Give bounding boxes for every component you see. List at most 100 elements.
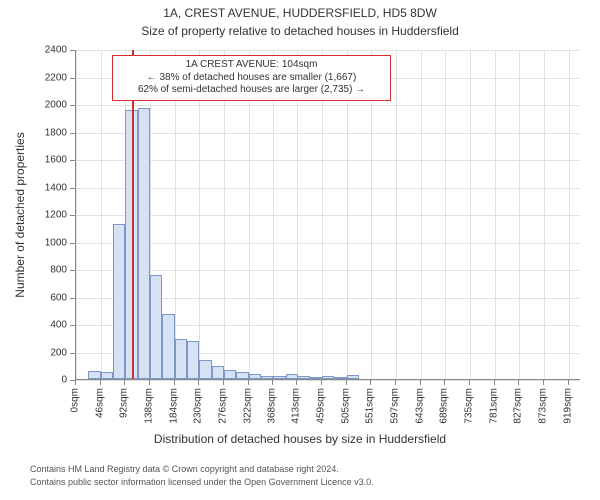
histogram-bar xyxy=(297,376,309,379)
gridline-horizontal xyxy=(76,160,580,161)
x-tick-label: 322sqm xyxy=(242,388,253,424)
x-tick xyxy=(346,380,347,385)
histogram-bar xyxy=(273,376,285,379)
x-tick-label: 92sqm xyxy=(119,388,130,418)
y-tick-label: 800 xyxy=(35,265,67,276)
x-tick-label: 184sqm xyxy=(168,388,179,424)
x-tick xyxy=(494,380,495,385)
x-tick xyxy=(420,380,421,385)
y-tick-label: 0 xyxy=(35,375,67,386)
x-tick xyxy=(149,380,150,385)
y-tick-label: 1800 xyxy=(35,127,67,138)
x-tick-label: 46sqm xyxy=(94,388,105,418)
x-tick xyxy=(543,380,544,385)
x-tick-label: 368sqm xyxy=(267,388,278,424)
x-tick xyxy=(568,380,569,385)
x-tick xyxy=(469,380,470,385)
x-axis-label: Distribution of detached houses by size … xyxy=(0,432,600,446)
gridline-horizontal xyxy=(76,188,580,189)
x-tick xyxy=(395,380,396,385)
histogram-bar xyxy=(322,376,334,379)
chart-subtitle: Size of property relative to detached ho… xyxy=(0,24,600,38)
x-tick xyxy=(321,380,322,385)
y-tick-label: 2400 xyxy=(35,45,67,56)
chart-title: 1A, CREST AVENUE, HUDDERSFIELD, HD5 8DW xyxy=(0,6,600,20)
x-tick-label: 643sqm xyxy=(414,388,425,424)
x-tick xyxy=(100,380,101,385)
x-tick-label: 735sqm xyxy=(464,388,475,424)
x-tick xyxy=(198,380,199,385)
histogram-bar xyxy=(334,377,346,379)
y-tick xyxy=(70,105,75,106)
y-tick xyxy=(70,325,75,326)
x-tick-label: 138sqm xyxy=(143,388,154,424)
gridline-vertical xyxy=(421,50,422,379)
gridline-vertical xyxy=(445,50,446,379)
y-tick xyxy=(70,270,75,271)
gridline-horizontal xyxy=(76,243,580,244)
x-tick xyxy=(75,380,76,385)
y-tick-label: 2000 xyxy=(35,100,67,111)
x-tick-label: 919sqm xyxy=(562,388,573,424)
gridline-horizontal xyxy=(76,50,580,51)
histogram-bar xyxy=(113,224,125,379)
gridline-vertical xyxy=(101,50,102,379)
x-tick-label: 781sqm xyxy=(488,388,499,424)
y-tick-label: 200 xyxy=(35,347,67,358)
x-tick-label: 597sqm xyxy=(390,388,401,424)
histogram-bar xyxy=(249,374,261,380)
x-tick xyxy=(248,380,249,385)
histogram-bar xyxy=(261,376,273,379)
y-tick-label: 600 xyxy=(35,292,67,303)
histogram-bar xyxy=(187,341,199,380)
x-tick-label: 873sqm xyxy=(538,388,549,424)
x-tick xyxy=(272,380,273,385)
x-tick-label: 230sqm xyxy=(193,388,204,424)
histogram-bar xyxy=(212,366,224,379)
y-tick-label: 400 xyxy=(35,320,67,331)
x-tick-label: 276sqm xyxy=(217,388,228,424)
y-tick-label: 2200 xyxy=(35,72,67,83)
y-tick xyxy=(70,298,75,299)
info-box-line: 1A CREST AVENUE: 104sqm xyxy=(119,59,384,72)
info-box-line: 62% of semi-detached houses are larger (… xyxy=(119,84,384,97)
footer-line-1: Contains HM Land Registry data © Crown c… xyxy=(30,464,339,474)
x-tick xyxy=(370,380,371,385)
x-tick xyxy=(518,380,519,385)
y-tick xyxy=(70,78,75,79)
histogram-bar xyxy=(286,374,298,380)
gridline-horizontal xyxy=(76,215,580,216)
x-tick-label: 689sqm xyxy=(439,388,450,424)
gridline-vertical xyxy=(76,50,77,379)
x-tick xyxy=(124,380,125,385)
gridline-vertical xyxy=(569,50,570,379)
x-tick-label: 459sqm xyxy=(316,388,327,424)
gridline-vertical xyxy=(470,50,471,379)
y-tick xyxy=(70,50,75,51)
x-tick-label: 551sqm xyxy=(365,388,376,424)
gridline-vertical xyxy=(396,50,397,379)
y-tick-label: 1200 xyxy=(35,210,67,221)
histogram-bar xyxy=(347,375,359,379)
histogram-bar xyxy=(236,372,248,379)
y-tick-label: 1000 xyxy=(35,237,67,248)
x-tick xyxy=(223,380,224,385)
histogram-bar xyxy=(162,314,174,379)
histogram-bar xyxy=(199,360,211,379)
y-tick xyxy=(70,160,75,161)
y-tick xyxy=(70,215,75,216)
y-tick xyxy=(70,188,75,189)
x-tick xyxy=(296,380,297,385)
x-tick-label: 505sqm xyxy=(340,388,351,424)
y-axis-label: Number of detached properties xyxy=(13,132,27,297)
x-tick xyxy=(174,380,175,385)
histogram-bar xyxy=(138,108,150,379)
gridline-vertical xyxy=(544,50,545,379)
histogram-bar xyxy=(310,377,322,379)
y-tick xyxy=(70,353,75,354)
histogram-bar xyxy=(150,275,162,380)
info-box-line: ← 38% of detached houses are smaller (1,… xyxy=(119,72,384,85)
x-tick-label: 827sqm xyxy=(513,388,524,424)
histogram-bar xyxy=(175,339,187,379)
y-tick-label: 1400 xyxy=(35,182,67,193)
